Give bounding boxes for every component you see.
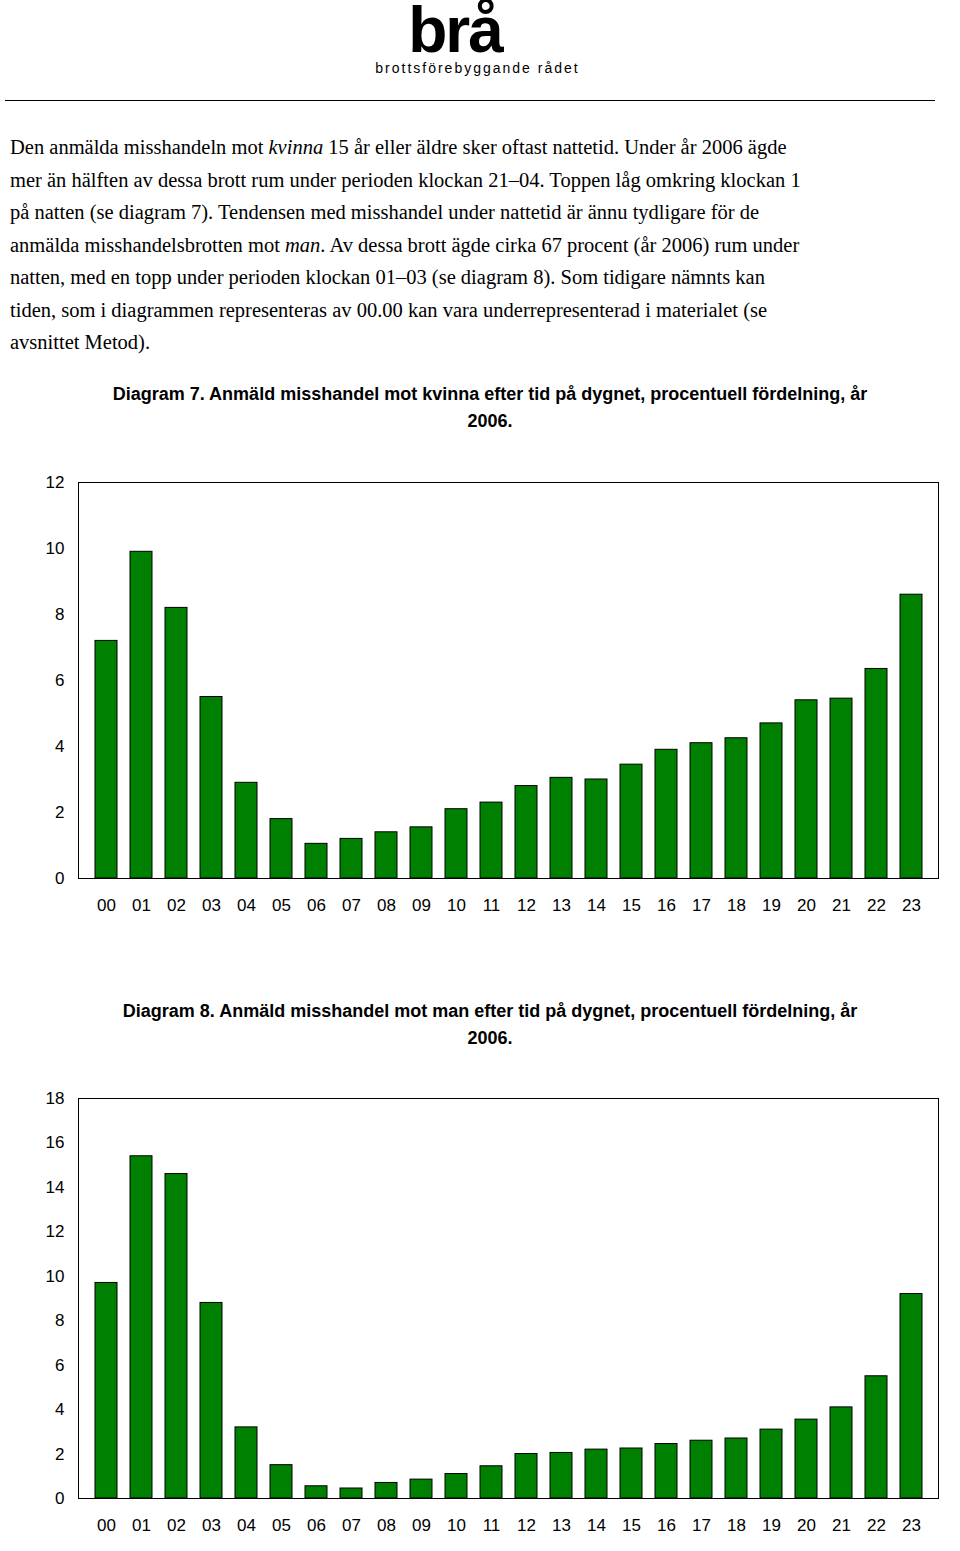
svg-text:12: 12 (517, 1516, 536, 1535)
svg-text:09: 09 (412, 1516, 431, 1535)
svg-text:12: 12 (517, 896, 536, 915)
html-text:Diagram 7. Anmäld misshandel m: Diagram 7. Anmäld misshandel mot kvinna … (112, 384, 868, 431)
svg-text:05: 05 (272, 1516, 291, 1535)
svg-text:05: 05 (272, 896, 291, 915)
svg-text:01: 01 (132, 1516, 151, 1535)
svg-text:10: 10 (46, 1267, 65, 1286)
svg-text:04: 04 (237, 896, 256, 915)
svg-text:6: 6 (55, 671, 64, 690)
svg-text:19: 19 (762, 896, 781, 915)
svg-text:10: 10 (447, 896, 466, 915)
svg-text:13: 13 (552, 896, 571, 915)
svg-text:02: 02 (167, 896, 186, 915)
svg-text:18: 18 (727, 896, 746, 915)
svg-text:02: 02 (167, 1516, 186, 1535)
svg-text:13: 13 (552, 1516, 571, 1535)
html-text:brottsförebyggande rådet: brottsförebyggande rådet (375, 60, 580, 76)
svg-text:10: 10 (46, 539, 65, 558)
svg-text:08: 08 (377, 1516, 396, 1535)
html-text:tiden, som i diagrammen repres: tiden, som i diagrammen representeras av… (10, 298, 767, 321)
svg-text:8: 8 (55, 605, 64, 624)
svg-text:20: 20 (797, 1516, 816, 1535)
svg-text:11: 11 (483, 1516, 501, 1535)
html-text:på natten (se diagram 7). Tend: på natten (se diagram 7). Tendensen med … (10, 201, 759, 223)
svg-text:07: 07 (342, 1516, 361, 1535)
html-text:mer än hälften av dessa brott: mer än hälften av dessa brott rum under … (10, 168, 801, 191)
svg-text:4: 4 (55, 1400, 64, 1419)
html-text:anmälda misshandelsbrotten mot: anmälda misshandelsbrotten mot man. Av d… (10, 233, 800, 256)
svg-text:14: 14 (587, 1516, 606, 1535)
svg-text:14: 14 (587, 896, 606, 915)
html-text:Diagram 8. Anmäld misshandel m: Diagram 8. Anmäld misshandel mot man eft… (122, 1001, 858, 1048)
svg-text:15: 15 (622, 896, 641, 915)
svg-text:12: 12 (46, 473, 65, 492)
svg-text:4: 4 (55, 737, 64, 756)
svg-text:16: 16 (657, 1516, 676, 1535)
svg-text:03: 03 (202, 896, 221, 915)
svg-text:11: 11 (483, 896, 501, 915)
svg-text:16: 16 (657, 896, 676, 915)
svg-text:04: 04 (237, 1516, 256, 1535)
svg-text:07: 07 (342, 896, 361, 915)
svg-text:00: 00 (97, 896, 116, 915)
svg-text:10: 10 (447, 1516, 466, 1535)
svg-text:0: 0 (55, 869, 64, 888)
svg-text:0: 0 (55, 1489, 64, 1508)
svg-text:20: 20 (797, 896, 816, 915)
svg-text:21: 21 (832, 1516, 851, 1535)
html-text:Den anmälda misshandeln mot kv: Den anmälda misshandeln mot kvinna 15 år… (10, 136, 787, 158)
svg-text:2: 2 (55, 1444, 64, 1463)
svg-text:03: 03 (202, 1516, 221, 1535)
svg-text:6: 6 (55, 1356, 64, 1375)
svg-text:21: 21 (832, 896, 851, 915)
html-text:avsnittet Metod).: avsnittet Metod). (10, 331, 151, 353)
svg-text:18: 18 (727, 1516, 746, 1535)
svg-text:18: 18 (46, 1089, 65, 1108)
svg-text:06: 06 (307, 896, 326, 915)
svg-text:06: 06 (307, 1516, 326, 1535)
svg-text:00: 00 (97, 1516, 116, 1535)
svg-text:09: 09 (412, 896, 431, 915)
svg-text:2: 2 (55, 803, 64, 822)
html-text:natten, med en topp under peri: natten, med en topp under perioden klock… (10, 266, 765, 288)
svg-text:22: 22 (867, 896, 886, 915)
svg-text:16: 16 (46, 1133, 65, 1152)
svg-text:23: 23 (902, 896, 921, 915)
svg-text:23: 23 (902, 1516, 921, 1535)
svg-text:15: 15 (622, 1516, 641, 1535)
svg-text:01: 01 (132, 896, 151, 915)
svg-text:22: 22 (867, 1516, 886, 1535)
svg-text:08: 08 (377, 896, 396, 915)
svg-text:14: 14 (46, 1178, 65, 1197)
svg-text:12: 12 (46, 1222, 65, 1241)
svg-text:19: 19 (762, 1516, 781, 1535)
svg-text:17: 17 (692, 896, 711, 915)
svg-text:17: 17 (692, 1516, 711, 1535)
svg-text:8: 8 (55, 1311, 64, 1330)
